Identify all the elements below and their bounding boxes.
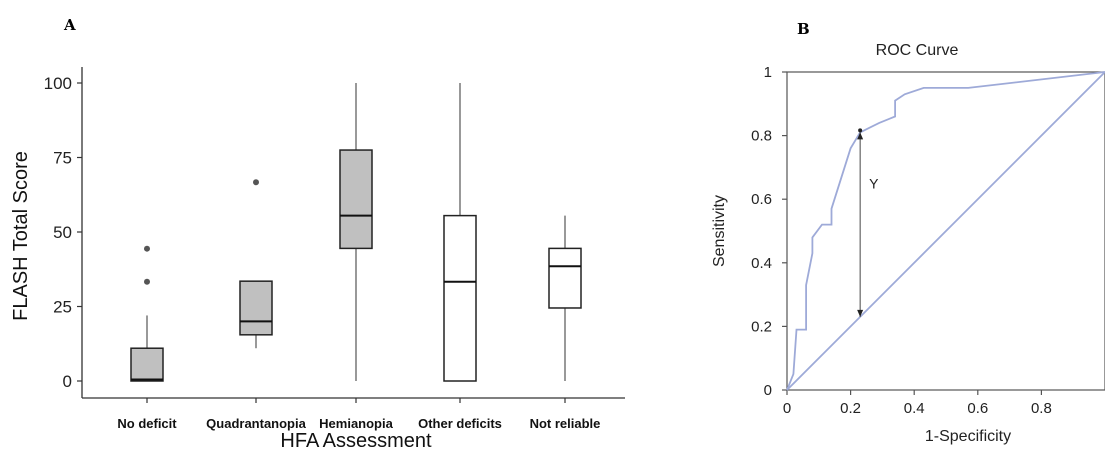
panel-b: B ROC Curve 0 0.2 0.4 0.6 0.800.20.40.60.81 … [711,20,1105,445]
category-label: Other deficits [418,416,502,431]
annotation-y: Y [857,128,879,317]
category-label: Hemianopia [319,416,393,431]
x-tick-label-b: 0.2 [840,400,861,417]
x-tick-label-b: 0.8 [1031,400,1052,417]
arrowhead-bottom [857,309,864,317]
panel-b-letter: B [797,20,810,38]
y-tick-label-b: 0.6 [751,191,772,208]
reference-diagonal-line [786,71,1105,391]
panel-a: A 0 25 50 75 100 No deficit Quadrantanopia Hem… [10,16,625,452]
box-iqr [443,214,477,382]
y-tick-label-b: 0 [764,382,772,399]
x-tick-label-b: 0.6 [967,400,988,417]
outlier-point [144,278,150,285]
roc-title: ROC Curve [876,42,959,59]
y-tick-label-b: 0.2 [751,318,772,335]
outlier-point [253,179,259,186]
y-tick-label-a: 50 [53,223,72,242]
box-iqr [130,347,164,382]
category-labels: No deficit Quadrantanopia Hemianopia Other … [117,398,600,431]
panel-a-letter: A [63,16,76,34]
x-tick-label-b: 0.4 [904,400,925,417]
ticks-b: 0 0.2 0.4 0.6 0.8 0 0.2 0.4 0.6 0.8 1 [751,64,1052,417]
optimal-point [858,128,863,133]
x-axis-title-a: HFA Assessment [280,430,432,452]
y-tick-label-a: 0 [63,372,72,391]
roc-curve-line [786,71,1105,391]
y-tick-label-b: 0.8 [751,128,772,145]
category-label: No deficit [117,416,177,431]
plot-frame-b [786,71,1105,391]
x-tick-label-b: 0 [783,400,791,417]
roc-lines [786,71,1105,391]
box-iqr [548,247,582,309]
y-tick-label-b: 0.4 [751,255,772,272]
y-tick-label-a: 75 [53,149,72,168]
y-ticks-a: 0 25 50 75 100 [44,74,82,391]
category-label: Not reliable [530,416,601,431]
boxplots [130,83,582,382]
y-tick-label-a: 25 [53,298,72,317]
y-axis-title-a: FLASH Total Score [10,151,32,321]
y-axis-title-b: Sensitivity [711,195,728,267]
box-iqr [239,280,273,336]
annotation-label-y: Y [869,176,879,192]
y-tick-label-a: 100 [44,74,72,93]
arrowhead-top [857,132,864,140]
box-iqr [339,149,373,250]
outlier-point [144,245,150,252]
x-axis-title-b: 1-Specificity [925,428,1011,445]
category-label: Quadrantanopia [206,416,306,431]
y-tick-label-b: 1 [764,64,772,81]
